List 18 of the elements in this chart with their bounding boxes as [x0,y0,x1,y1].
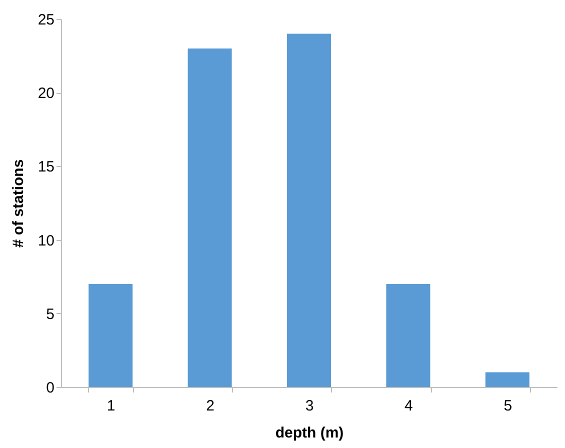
y-tick-label: 5 [46,306,54,323]
y-axis-title: # of stations [10,159,27,248]
x-tick-label: 1 [106,398,116,414]
x-axis-title: depth (m) [275,424,344,442]
y-tick-label: 25 [38,12,54,28]
y-tick-label: 0 [46,380,54,396]
x-tick-label: 2 [206,398,214,414]
bar [287,34,331,387]
x-tick-label: 5 [504,398,512,414]
x-tick-label: 4 [404,398,413,414]
bar [485,372,530,387]
y-tick-label: 20 [38,85,54,102]
bar [88,284,133,387]
y-tick-label: 10 [38,232,54,250]
bar [188,48,232,387]
bar [386,284,430,387]
y-tick-label: 15 [38,158,54,176]
x-tick-label: 3 [305,398,314,414]
